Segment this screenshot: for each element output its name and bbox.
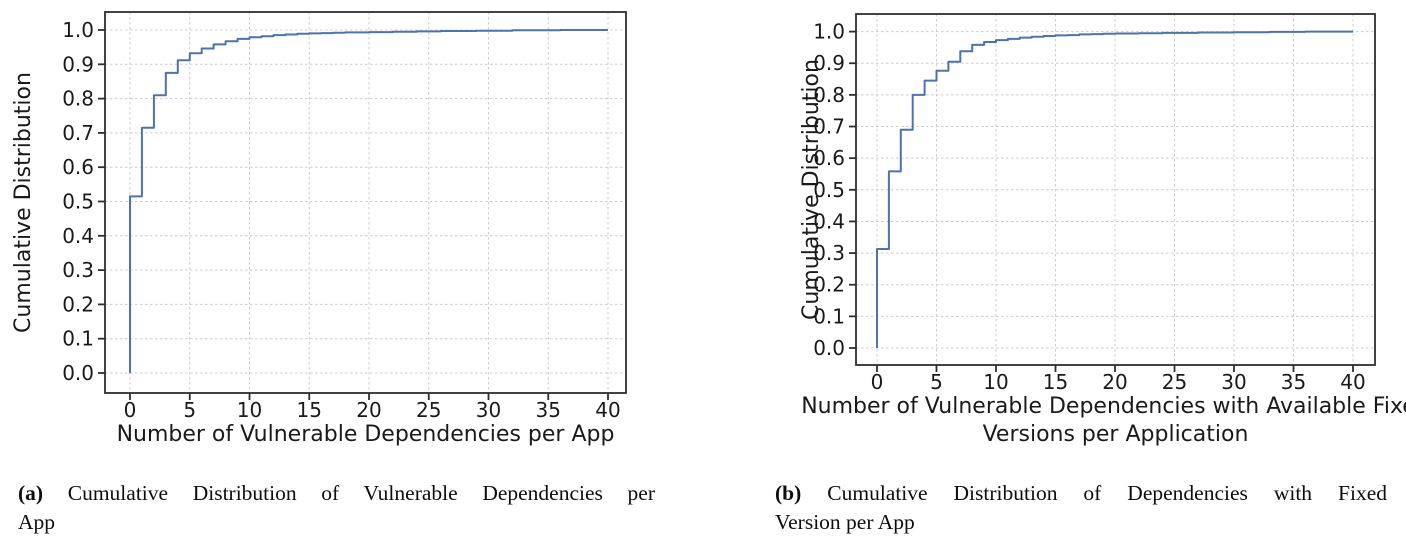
caption-b-line1: (b) Cumulative Distribution of Dependenc… bbox=[775, 479, 1387, 508]
x-tick-label: 35 bbox=[536, 398, 561, 422]
x-tick-label: 35 bbox=[1281, 370, 1306, 394]
x-tick-label: 10 bbox=[983, 370, 1008, 394]
y-tick-label: 0.0 bbox=[813, 336, 845, 360]
chart-b: 0 5 10 15 20 25 30 35 40 0.0 0.1 0.2 0.3 0.4 0.5 0.6 0.7… bbox=[799, 13, 1406, 447]
x-tick-label: 30 bbox=[1221, 370, 1246, 394]
y-tick-label: 0.6 bbox=[813, 146, 845, 170]
y-tick-label: 0.4 bbox=[813, 209, 845, 233]
cdf-line bbox=[876, 30, 1353, 348]
y-tick-label: 0.4 bbox=[62, 224, 94, 248]
caption-a-line2: App bbox=[18, 510, 56, 534]
x-tick-label: 40 bbox=[595, 398, 620, 422]
y-tick-label: 0.5 bbox=[62, 190, 94, 214]
x-axis-label: Number of Vulnerable Dependencies per Ap… bbox=[117, 422, 615, 447]
y-tick-label: 0.3 bbox=[62, 258, 94, 282]
x-tick-label: 0 bbox=[124, 398, 137, 422]
y-tick-label: 0.9 bbox=[813, 51, 845, 75]
y-axis-label: Cumulative Distribution bbox=[11, 72, 36, 333]
caption-a-text: Cumulative Distribution of Vulnerable De… bbox=[67, 481, 656, 505]
x-tick-label: 0 bbox=[871, 370, 884, 394]
x-tick-label: 25 bbox=[1162, 370, 1187, 394]
caption-a-tag: (a) bbox=[18, 481, 44, 505]
y-tick-label: 0.9 bbox=[62, 52, 94, 76]
x-tick-label: 15 bbox=[1043, 370, 1068, 394]
cdf-figure: 0 5 10 15 20 25 30 35 40 0.0 0.1 0.2 0.3 0.4 0.5 0.6 0.7… bbox=[11, 11, 1406, 447]
y-tick-label: 0.0 bbox=[62, 361, 94, 385]
x-tick-label: 15 bbox=[297, 398, 322, 422]
y-tick-label: 1.0 bbox=[62, 18, 94, 42]
y-tick-label: 0.7 bbox=[813, 115, 845, 139]
x-tick-label: 5 bbox=[930, 370, 943, 394]
x-tick-label: 30 bbox=[476, 398, 501, 422]
chart-a: 0 5 10 15 20 25 30 35 40 0.0 0.1 0.2 0.3 0.4 0.5 0.6 0.7… bbox=[11, 11, 627, 447]
x-tick-label: 40 bbox=[1340, 370, 1365, 394]
caption-b: (b) Cumulative Distribution of Dependenc… bbox=[775, 479, 1387, 537]
cdf-line bbox=[129, 29, 608, 373]
y-tick-label: 0.2 bbox=[62, 292, 94, 316]
y-tick-label: 0.1 bbox=[813, 304, 845, 328]
x-tick-label: 25 bbox=[416, 398, 441, 422]
x-axis-label: Versions per Application bbox=[983, 422, 1249, 447]
caption-b-tag: (b) bbox=[775, 481, 802, 505]
caption-b-line2: Version per App bbox=[775, 510, 915, 534]
y-tick-label: 0.3 bbox=[813, 241, 845, 265]
y-tick-label: 0.2 bbox=[813, 273, 845, 297]
caption-b-text: Cumulative Distribution of Dependencies … bbox=[827, 481, 1387, 505]
y-tick-label: 1.0 bbox=[813, 20, 845, 44]
y-tick-label: 0.7 bbox=[62, 121, 94, 145]
x-tick-label: 5 bbox=[183, 398, 196, 422]
y-tick-label: 0.5 bbox=[813, 178, 845, 202]
x-tick-label: 20 bbox=[356, 398, 381, 422]
x-tick-label: 10 bbox=[237, 398, 262, 422]
y-tick-label: 0.8 bbox=[62, 87, 94, 111]
caption-a: (a) Cumulative Distribution of Vulnerabl… bbox=[18, 479, 655, 537]
caption-a-line1: (a) Cumulative Distribution of Vulnerabl… bbox=[18, 479, 655, 508]
x-tick-label: 20 bbox=[1102, 370, 1127, 394]
y-axis-label: Cumulative Distribution bbox=[799, 59, 824, 320]
x-axis-label: Number of Vulnerable Dependencies with A… bbox=[801, 394, 1406, 419]
axes-frame bbox=[104, 11, 627, 394]
y-tick-label: 0.8 bbox=[813, 83, 845, 107]
y-tick-label: 0.1 bbox=[62, 327, 94, 351]
y-tick-label: 0.6 bbox=[62, 155, 94, 179]
